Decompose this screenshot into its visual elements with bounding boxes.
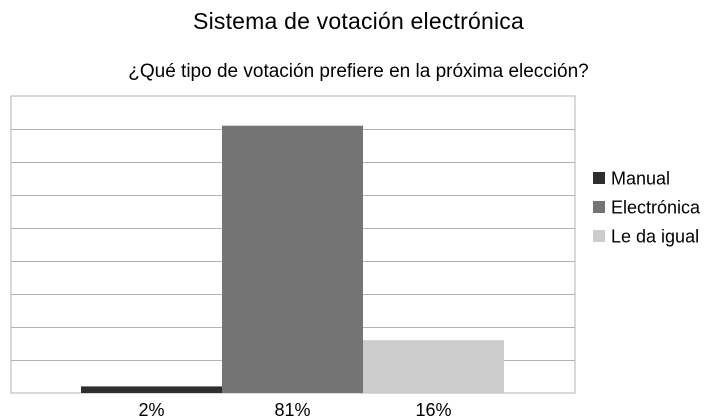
category-label: 81% — [274, 400, 310, 417]
chart-subtitle: ¿Qué tipo de votación prefiere en la pró… — [128, 61, 589, 82]
bar-electr-nica — [222, 125, 363, 393]
bars — [81, 125, 504, 393]
legend-swatch — [593, 230, 605, 242]
category-label: 16% — [415, 400, 451, 417]
legend-swatch — [593, 172, 605, 184]
plot-area — [10, 95, 576, 394]
legend-label: Electrónica — [611, 198, 701, 218]
bar-manual — [81, 386, 222, 393]
legend-label: Manual — [611, 169, 670, 189]
category-labels: 2% 81% 16% — [138, 400, 451, 417]
legend: Manual Electrónica Le da igual — [593, 169, 701, 247]
chart-title: Sistema de votación electrónica — [193, 8, 524, 34]
legend-label: Le da igual — [611, 227, 699, 247]
bar-le-da-igual — [363, 340, 504, 393]
category-label: 2% — [138, 400, 164, 417]
legend-swatch — [593, 201, 605, 213]
